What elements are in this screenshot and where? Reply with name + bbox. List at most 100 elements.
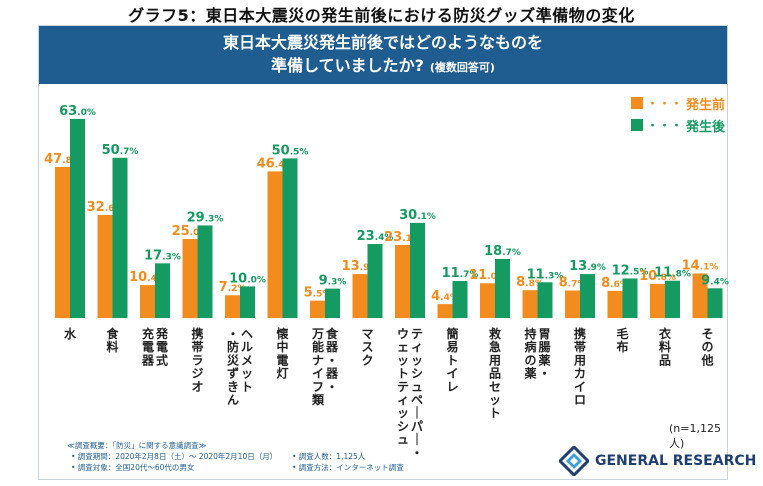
category-label-6-0-4: ・	[326, 380, 338, 394]
brand-name: GENERAL RESEARCH	[595, 453, 757, 469]
bar-after-9	[452, 281, 468, 318]
chart-legend: ・・・ 発生前 ・・・ 発生後	[631, 92, 725, 136]
category-label-6-1-2: ナ	[312, 353, 324, 367]
category-label-14-0-2: 品	[659, 353, 671, 367]
bar-after-1	[112, 157, 128, 318]
bar-before-12	[565, 290, 580, 318]
bar-before-9	[437, 304, 453, 318]
bar-after-12	[580, 274, 595, 318]
bar-after-5	[282, 158, 298, 318]
category-label-13-0-1: 布	[616, 339, 628, 354]
category-label-2-0-1: 電	[156, 340, 168, 354]
data-label-after-6: 9.3%	[319, 274, 347, 289]
sample-size-note: (n=1,125人)	[669, 422, 721, 450]
category-label-3-0-3: ジ	[191, 367, 203, 381]
bar-before-8	[395, 245, 410, 318]
legend-dots-before: ・・・	[647, 97, 683, 110]
category-label-8-0-2: ッ	[411, 353, 423, 367]
category-label-4-1-4: き	[227, 380, 239, 394]
category-label-6-0-1: 器	[325, 340, 339, 354]
category-label-2-1-2: 器	[141, 353, 155, 367]
category-label-7-0-0: マ	[361, 327, 373, 341]
brand-logo: GENERAL RESEARCH	[559, 446, 756, 476]
category-label-8-1-7: シ	[397, 419, 409, 433]
legend-label-after: 発生後	[686, 119, 726, 135]
category-label-5-0-2: 電	[276, 353, 288, 367]
category-label-8-0-3: シ	[411, 367, 423, 381]
category-label-9-0-3: イ	[446, 367, 458, 381]
bar-after-4	[240, 286, 255, 318]
data-label-after-13: 12.5%	[612, 264, 649, 279]
category-label-8-1-2: ッ	[397, 353, 409, 367]
category-label-10-0-5: ッ	[489, 393, 501, 407]
category-label-15-0-1: の	[701, 340, 713, 354]
category-label-8-1-5: ィ	[397, 393, 409, 407]
data-label-after-5: 50.5%	[272, 143, 309, 158]
brand-mark-icon	[559, 446, 589, 476]
bar-before-10	[480, 283, 495, 318]
legend-item-before: ・・・ 発生前	[631, 92, 725, 114]
bar-before-11	[522, 290, 538, 318]
category-label-12-0-4: イ	[574, 380, 586, 394]
category-label-11-0-3: ・	[538, 367, 550, 381]
data-label-before-14: 10.8%	[639, 269, 676, 284]
category-label-8-0-0: テ	[411, 327, 423, 341]
data-label-after-3: 29.3%	[187, 210, 224, 225]
data-label-before-13: 8.6%	[601, 276, 629, 291]
question-line-1: 東日本大震災発生前後ではどのようなものを	[222, 33, 543, 52]
question-line-2: 準備していましたか? (複数回答可)	[39, 56, 727, 78]
data-label-before-6: 5.5%	[304, 286, 332, 301]
graph-title: グラフ5：東日本大震災の発生前後における防災グッズ準備物の変化	[128, 6, 635, 25]
bar-after-6	[325, 288, 340, 318]
data-label-after-14: 11.8%	[654, 266, 691, 281]
bar-before-5	[267, 171, 283, 318]
category-label-3-0-2: ラ	[191, 353, 203, 367]
category-label-7-0-2: ク	[361, 353, 373, 367]
category-label-11-1-0: 持	[524, 326, 536, 341]
data-label-after-10: 18.7%	[484, 244, 521, 259]
category-label-5-0-0: 懐	[276, 326, 288, 341]
category-label-10-0-4: セ	[489, 380, 501, 394]
chart-card: 東日本大震災発生前後ではどのようなものを 準備していましたか? (複数回答可) ・…	[38, 25, 756, 480]
category-label-6-1-4: フ	[312, 380, 324, 394]
category-label-6-0-3: 器	[325, 367, 339, 381]
category-label-2-1-1: 電	[142, 340, 154, 354]
category-label-10-0-2: 用	[488, 353, 501, 367]
category-label-8-1-8: ュ	[397, 433, 409, 447]
category-label-9-0-0: 簡	[446, 326, 458, 341]
bar-after-2	[155, 263, 170, 318]
bar-before-1	[97, 214, 113, 318]
category-label-8-0-9: ・	[411, 446, 423, 460]
bar-after-15	[707, 288, 723, 318]
category-label-9-0-1: 易	[446, 340, 458, 354]
data-label-before-9: 4.4%	[431, 289, 459, 304]
data-label-after-4: 10.0%	[229, 271, 266, 286]
category-label-11-1-2: の	[524, 353, 536, 367]
category-label-13-0-0: 毛	[616, 326, 628, 341]
category-label-5-0-3: 灯	[276, 366, 288, 381]
category-label-2-1-0: 充	[142, 326, 154, 341]
category-label-6-1-1: 能	[312, 339, 324, 354]
question-subnote: (複数回答可)	[429, 61, 495, 74]
category-label-8-0-4: ュ	[411, 380, 423, 394]
question-line-2-text: 準備していましたか?	[271, 56, 424, 75]
category-label-0-0-0: 水	[64, 326, 77, 341]
data-label-before-11: 8.8%	[516, 275, 544, 290]
survey-method: • 調査方法：インターネット調査	[292, 463, 404, 472]
category-label-6-0-0: 食	[325, 326, 339, 341]
data-label-before-12: 8.7%	[559, 276, 587, 291]
category-label-9-0-4: レ	[446, 380, 458, 394]
bar-after-13	[622, 278, 638, 318]
data-label-after-11: 11.3%	[527, 267, 564, 282]
category-label-10-0-0: 救	[489, 326, 501, 341]
bar-before-0	[55, 166, 70, 318]
legend-item-after: ・・・ 発生後	[631, 114, 725, 136]
data-label-after-0: 63.0%	[59, 104, 96, 119]
category-label-8-1-0: ウ	[397, 327, 409, 341]
category-label-4-1-5: ん	[227, 393, 239, 407]
category-label-11-0-2: 薬	[538, 352, 550, 367]
category-label-8-0-6: ｜	[411, 405, 423, 420]
category-label-12-0-2: 用	[573, 353, 586, 367]
data-label-after-7: 23.4%	[357, 229, 394, 244]
